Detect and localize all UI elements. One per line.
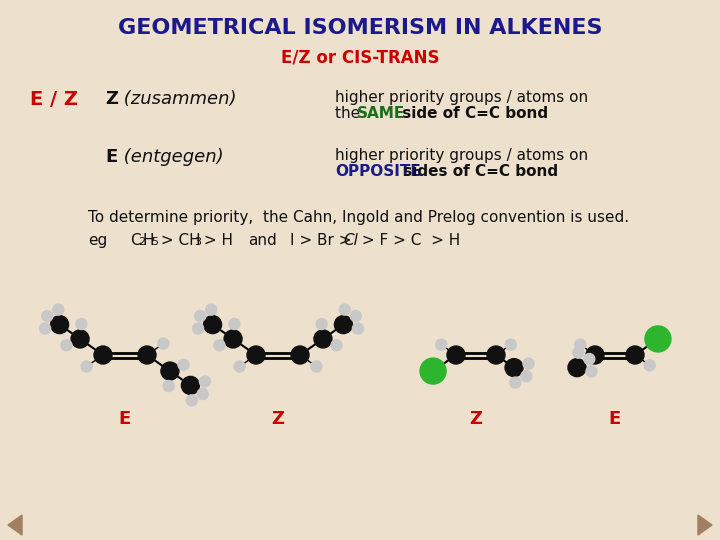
Text: eg: eg — [88, 233, 107, 248]
Text: (zusammen): (zusammen) — [118, 90, 236, 108]
Circle shape — [436, 339, 446, 350]
Circle shape — [195, 310, 206, 321]
Circle shape — [505, 339, 516, 350]
Text: 2: 2 — [138, 237, 145, 247]
Text: E: E — [105, 148, 117, 166]
Text: > F > C  > H: > F > C > H — [357, 233, 460, 248]
Text: > H: > H — [199, 233, 233, 248]
Circle shape — [626, 346, 644, 364]
Circle shape — [584, 354, 595, 364]
Circle shape — [158, 338, 169, 349]
Circle shape — [575, 339, 586, 350]
Text: OPPOSITE: OPPOSITE — [335, 164, 420, 179]
Circle shape — [40, 323, 50, 334]
Circle shape — [50, 315, 68, 334]
Circle shape — [331, 340, 342, 351]
Text: 3: 3 — [194, 237, 201, 247]
Circle shape — [197, 388, 208, 400]
Circle shape — [314, 330, 332, 348]
Text: Z: Z — [105, 90, 118, 108]
Circle shape — [234, 361, 245, 372]
Circle shape — [487, 346, 505, 364]
Circle shape — [334, 315, 352, 334]
Circle shape — [204, 315, 222, 334]
Circle shape — [521, 371, 532, 382]
Circle shape — [645, 326, 671, 352]
Text: E: E — [119, 410, 131, 428]
Circle shape — [586, 346, 604, 364]
Text: E: E — [609, 410, 621, 428]
Circle shape — [138, 346, 156, 364]
Circle shape — [224, 330, 242, 348]
Polygon shape — [698, 515, 712, 535]
Text: higher priority groups / atoms on: higher priority groups / atoms on — [335, 90, 588, 105]
Circle shape — [42, 310, 53, 321]
Circle shape — [214, 340, 225, 351]
Circle shape — [311, 361, 322, 372]
Text: SAME: SAME — [357, 106, 405, 121]
Circle shape — [192, 323, 204, 334]
Text: > CH: > CH — [156, 233, 201, 248]
Text: (entgegen): (entgegen) — [118, 148, 224, 166]
Circle shape — [186, 395, 197, 406]
Text: I > Br >: I > Br > — [290, 233, 356, 248]
Circle shape — [644, 360, 655, 371]
Circle shape — [350, 310, 361, 321]
Circle shape — [505, 359, 523, 376]
Circle shape — [510, 377, 521, 388]
Text: GEOMETRICAL ISOMERISM IN ALKENES: GEOMETRICAL ISOMERISM IN ALKENES — [118, 18, 602, 38]
Circle shape — [161, 362, 179, 380]
Text: Z: Z — [271, 410, 284, 428]
Text: H: H — [143, 233, 155, 248]
Text: Z: Z — [469, 410, 482, 428]
Polygon shape — [8, 515, 22, 535]
Circle shape — [199, 376, 210, 387]
Circle shape — [586, 366, 597, 377]
Text: To determine priority,  the Cahn, Ingold and Prelog convention is used.: To determine priority, the Cahn, Ingold … — [88, 210, 629, 225]
Circle shape — [81, 361, 92, 372]
Circle shape — [181, 376, 199, 394]
Circle shape — [316, 319, 327, 329]
Circle shape — [447, 346, 465, 364]
Text: Cl: Cl — [343, 233, 358, 248]
Circle shape — [247, 346, 265, 364]
Text: sides of C=C bond: sides of C=C bond — [398, 164, 558, 179]
Circle shape — [76, 319, 87, 329]
Circle shape — [229, 319, 240, 329]
Text: higher priority groups / atoms on: higher priority groups / atoms on — [335, 148, 588, 163]
Circle shape — [523, 358, 534, 369]
Circle shape — [206, 304, 217, 315]
Text: and: and — [248, 233, 276, 248]
Circle shape — [339, 304, 350, 315]
Circle shape — [94, 346, 112, 364]
Text: the: the — [335, 106, 365, 121]
Circle shape — [573, 347, 584, 358]
Circle shape — [71, 330, 89, 348]
Circle shape — [163, 381, 174, 392]
Text: E/Z or CIS-TRANS: E/Z or CIS-TRANS — [281, 48, 439, 66]
Text: C: C — [130, 233, 140, 248]
Circle shape — [291, 346, 309, 364]
Circle shape — [61, 340, 72, 351]
Text: 5: 5 — [151, 237, 158, 247]
Circle shape — [178, 359, 189, 370]
Circle shape — [53, 304, 64, 315]
Circle shape — [352, 323, 364, 334]
Text: E / Z: E / Z — [30, 90, 78, 109]
Circle shape — [568, 359, 586, 376]
Circle shape — [420, 358, 446, 384]
Text: side of C=C bond: side of C=C bond — [397, 106, 548, 121]
